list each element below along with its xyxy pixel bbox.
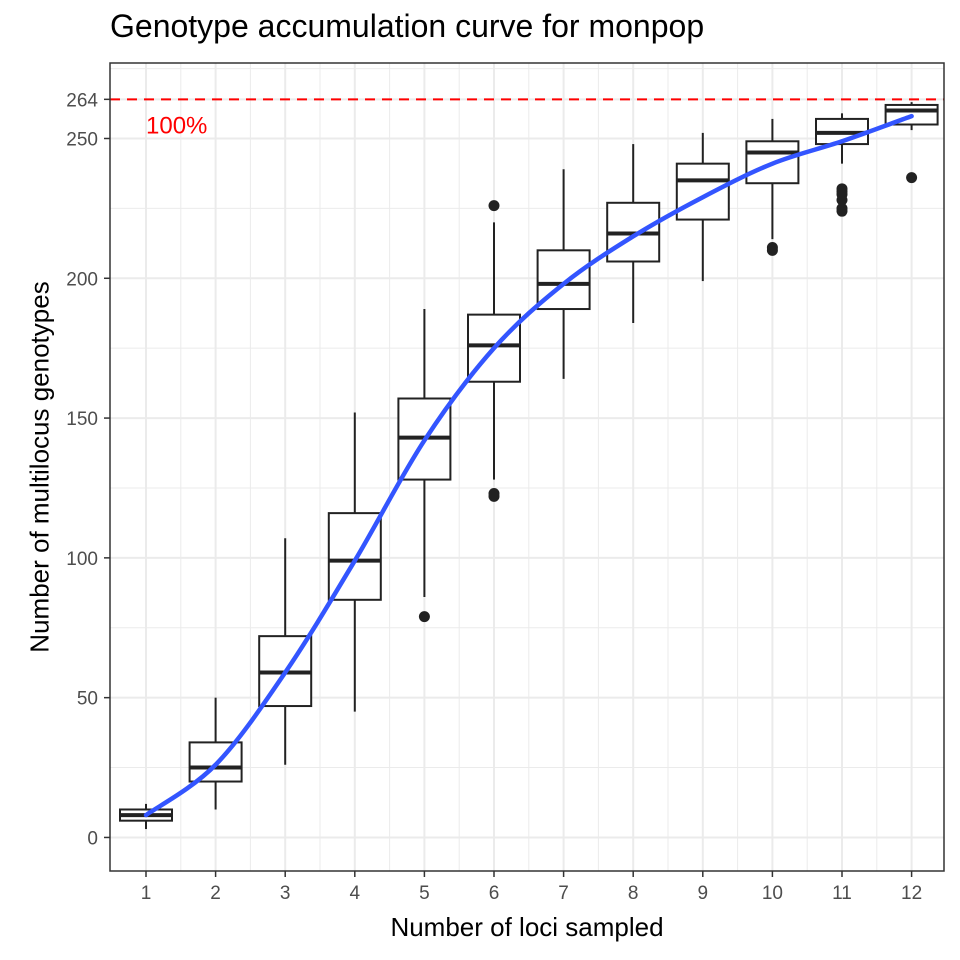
plot-panel-border xyxy=(109,62,945,872)
y-tick-label: 250 xyxy=(66,129,98,150)
x-tick-label: 8 xyxy=(628,883,639,904)
boxplot-group-11 xyxy=(815,113,869,217)
x-tick-label: 12 xyxy=(901,883,922,904)
box-outlier-point xyxy=(906,172,918,184)
boxplot-group-9 xyxy=(675,132,730,282)
box-outlier-point xyxy=(488,488,500,500)
x-tick-label: 2 xyxy=(210,883,221,904)
x-tick-label: 4 xyxy=(350,883,361,904)
y-tick-label: 264 xyxy=(66,90,98,111)
x-tick-label: 5 xyxy=(419,883,430,904)
y-tick-label: 0 xyxy=(87,828,98,849)
box-outlier-point xyxy=(488,200,500,212)
x-tick-label: 10 xyxy=(762,883,783,904)
chart-title: Genotype accumulation curve for monpop xyxy=(110,8,705,44)
box-outlier-point xyxy=(836,202,848,214)
x-tick-label: 1 xyxy=(141,883,152,904)
box-outlier-point xyxy=(766,242,778,254)
y-tick-label: 200 xyxy=(66,269,98,290)
x-tick-label: 11 xyxy=(832,883,852,904)
x-tick-label: 9 xyxy=(698,883,709,904)
box-iqr xyxy=(675,162,730,221)
x-tick-label: 6 xyxy=(489,883,500,904)
plot-panel xyxy=(110,63,944,871)
y-tick-label: 150 xyxy=(66,409,98,430)
reference-line-label: 100% xyxy=(146,112,207,139)
smooth-curve-line xyxy=(143,113,914,818)
x-axis-label: Number of loci sampled xyxy=(390,912,664,942)
box-outlier-point xyxy=(836,183,848,195)
boxplot-group-8 xyxy=(606,144,661,324)
x-tick-label: 3 xyxy=(280,883,291,904)
y-tick-label: 100 xyxy=(66,549,98,570)
x-tick-label: 7 xyxy=(558,883,569,904)
box-outlier-point xyxy=(418,611,430,623)
y-axis-label: Number of multilocus genotypes xyxy=(24,281,55,653)
y-tick-label: 50 xyxy=(77,689,98,710)
